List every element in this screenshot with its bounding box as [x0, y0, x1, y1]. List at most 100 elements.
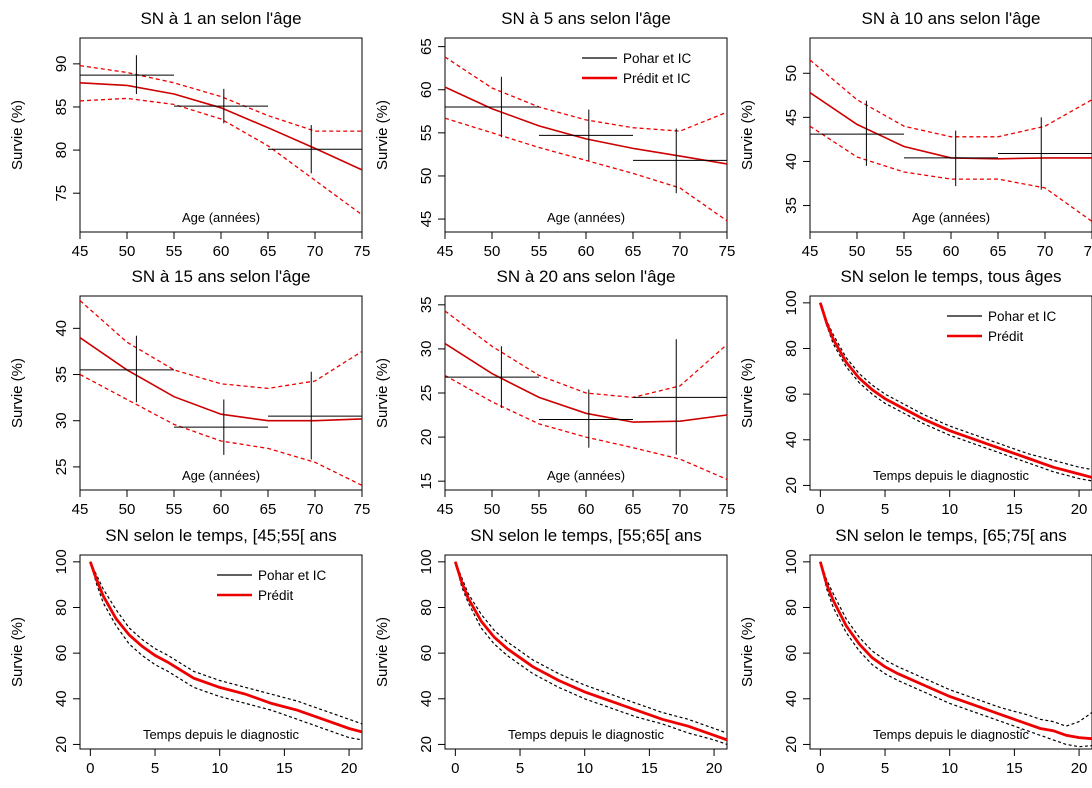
x-axis-label: Temps depuis le diagnostic — [873, 727, 1030, 742]
y-tick-label: 100 — [418, 549, 435, 574]
x-tick-label: 55 — [531, 501, 548, 518]
chart-panel: SN à 1 an selon l'âge Survie (%) 45 50 55 60 6… — [9, 9, 370, 260]
chart-title: SN selon le temps, tous âges — [840, 267, 1061, 286]
x-tick-label: 50 — [119, 501, 136, 518]
predicted-line — [88, 561, 362, 734]
y-tick-label: 45 — [418, 211, 435, 228]
chart-panel: SN selon le temps, tous âges Survie (%) 0 5… — [739, 267, 1092, 518]
y-tick-label: 40 — [53, 320, 70, 337]
chart-panel: SN selon le temps, [65;75[ ans Survie (%)… — [739, 526, 1092, 777]
legend-label: Prédit et IC — [623, 71, 691, 86]
legend-label: Pohar et IC — [988, 309, 1057, 324]
pohar-line — [454, 561, 727, 741]
ci-upper-line — [810, 59, 1092, 138]
x-tick-label: 50 — [119, 243, 136, 260]
x-axis-label: Age (années) — [547, 468, 625, 483]
plot-frame — [79, 554, 363, 750]
y-tick-label: 80 — [783, 340, 800, 357]
y-axis-label: Survie (%) — [739, 617, 756, 687]
chart-panel: SN à 10 ans selon l'âge Survie (%) 45 50 55 6… — [739, 9, 1092, 260]
y-tick-label: 20 — [418, 429, 435, 446]
plot-frame — [809, 554, 1092, 750]
y-tick-label: 40 — [783, 153, 800, 170]
predicted-line — [80, 82, 362, 171]
x-tick-label: 15 — [1006, 760, 1023, 777]
x-tick-label: 0 — [816, 760, 824, 777]
y-tick-label: 100 — [783, 549, 800, 574]
legend-label: Pohar et IC — [258, 568, 327, 583]
x-tick-label: 10 — [941, 760, 958, 777]
ci-lower-line — [454, 561, 727, 745]
y-axis-label: Survie (%) — [9, 358, 26, 428]
y-tick-label: 75 — [53, 185, 70, 202]
ci-lower-line — [445, 117, 727, 222]
x-tick-label: 20 — [1071, 501, 1088, 518]
chart-title: SN à 20 ans selon l'âge — [496, 267, 675, 286]
chart-panel: SN selon le temps, [45;55[ ans Survie (%)… — [9, 526, 363, 777]
legend: Pohar et IC Prédit et IC — [582, 51, 692, 86]
series-group — [445, 56, 727, 222]
x-tick-label: 75 — [354, 243, 371, 260]
y-tick-label: 35 — [783, 197, 800, 214]
x-tick-label: 0 — [86, 760, 94, 777]
chart-title: SN selon le temps, [45;55[ ans — [105, 526, 337, 545]
predicted-line — [818, 561, 1092, 741]
x-tick-label: 50 — [484, 501, 501, 518]
y-tick-label: 80 — [783, 599, 800, 616]
legend-label: Prédit — [988, 329, 1024, 344]
x-tick-label: 55 — [166, 501, 183, 518]
y-axis-label: Survie (%) — [739, 100, 756, 170]
y-tick-label: 20 — [783, 736, 800, 753]
y-tick-label: 20 — [53, 736, 70, 753]
y-tick-label: 60 — [53, 645, 70, 662]
plot-frame — [79, 37, 363, 233]
predicted-line — [818, 302, 1092, 479]
ci-lower-line — [445, 374, 727, 480]
plot-frame — [809, 295, 1092, 491]
x-tick-label: 0 — [816, 501, 824, 518]
series-group — [818, 302, 1092, 482]
y-tick-label: 90 — [53, 56, 70, 73]
ci-lower-line — [89, 561, 362, 741]
x-tick-label: 45 — [72, 501, 89, 518]
y-axis-label: Survie (%) — [374, 358, 391, 428]
x-tick-label: 20 — [341, 760, 358, 777]
chart-title: SN à 5 ans selon l'âge — [501, 9, 671, 28]
x-tick-label: 70 — [672, 501, 689, 518]
y-tick-label: 50 — [418, 168, 435, 185]
x-tick-label: 60 — [578, 501, 595, 518]
x-axis-label: Temps depuis le diagnostic — [873, 468, 1030, 483]
y-tick-label: 100 — [783, 290, 800, 315]
x-tick-label: 70 — [307, 243, 324, 260]
y-tick-label: 15 — [418, 473, 435, 490]
y-tick-label: 60 — [783, 386, 800, 403]
ci-lower-line — [810, 125, 1092, 222]
x-tick-label: 60 — [943, 243, 960, 260]
x-axis-label: Temps depuis le diagnostic — [508, 727, 665, 742]
x-tick-label: 75 — [1084, 243, 1092, 260]
y-axis-label: Survie (%) — [374, 617, 391, 687]
pohar-line — [819, 561, 1092, 740]
x-tick-label: 65 — [990, 243, 1007, 260]
ci-lower-line — [819, 302, 1092, 482]
x-tick-label: 75 — [719, 243, 736, 260]
y-tick-label: 45 — [783, 109, 800, 126]
y-tick-label: 25 — [53, 459, 70, 476]
chart-title: SN à 1 an selon l'âge — [140, 9, 301, 28]
x-tick-label: 70 — [672, 243, 689, 260]
x-tick-label: 70 — [307, 501, 324, 518]
legend: Pohar et IC Prédit — [217, 568, 327, 603]
x-tick-label: 15 — [641, 760, 658, 777]
x-tick-label: 15 — [276, 760, 293, 777]
y-tick-label: 80 — [53, 142, 70, 159]
pohar-line — [89, 561, 362, 733]
y-tick-label: 40 — [418, 690, 435, 707]
x-axis-label: Age (années) — [182, 468, 260, 483]
x-tick-label: 45 — [437, 501, 454, 518]
y-tick-label: 60 — [783, 645, 800, 662]
x-tick-label: 45 — [437, 243, 454, 260]
x-tick-label: 50 — [849, 243, 866, 260]
y-tick-label: 55 — [418, 125, 435, 142]
plot-frame — [79, 295, 363, 491]
chart-title: SN à 10 ans selon l'âge — [861, 9, 1040, 28]
